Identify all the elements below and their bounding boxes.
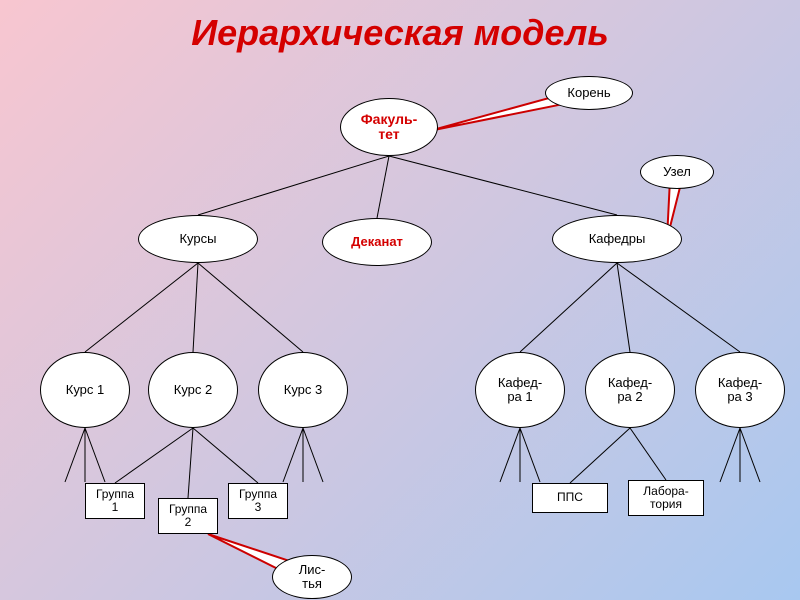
node-label-g1: Группа 1 <box>92 486 138 516</box>
node-g2: Группа 2 <box>158 498 218 534</box>
node-label-g2: Группа 2 <box>165 501 211 531</box>
node-label-g3: Группа 3 <box>235 486 281 516</box>
node-label-kaf: Кафедры <box>585 230 650 248</box>
node-label-list: Лис- тья <box>295 561 330 594</box>
node-label-pps: ППС <box>553 489 587 506</box>
node-label-k2: Курс 2 <box>170 381 217 399</box>
node-label-kf1: Кафед- ра 1 <box>494 374 546 407</box>
node-k1: Курс 1 <box>40 352 130 428</box>
node-uzel: Узел <box>640 155 714 189</box>
node-label-korn: Корень <box>563 84 614 102</box>
node-g1: Группа 1 <box>85 483 145 519</box>
node-dekan: Деканат <box>322 218 432 266</box>
node-k2: Курс 2 <box>148 352 238 428</box>
node-kf3: Кафед- ра 3 <box>695 352 785 428</box>
node-label-dekan: Деканат <box>347 233 407 251</box>
node-label-root: Факуль- тет <box>357 110 422 145</box>
node-list: Лис- тья <box>272 555 352 599</box>
node-kf1: Кафед- ра 1 <box>475 352 565 428</box>
diagram-canvas: Иерархическая модель Факуль- тет Корень Уз… <box>0 0 800 600</box>
node-pps: ППС <box>532 483 608 513</box>
node-root: Факуль- тет <box>340 98 438 156</box>
node-kf2: Кафед- ра 2 <box>585 352 675 428</box>
node-kaf: Кафедры <box>552 215 682 263</box>
node-lab: Лабора- тория <box>628 480 704 516</box>
node-label-kf3: Кафед- ра 3 <box>714 374 766 407</box>
node-korn: Корень <box>545 76 633 110</box>
node-kursy: Курсы <box>138 215 258 263</box>
node-k3: Курс 3 <box>258 352 348 428</box>
node-label-lab: Лабора- тория <box>639 483 692 513</box>
page-title: Иерархическая модель <box>100 12 700 54</box>
node-label-kf2: Кафед- ра 2 <box>604 374 656 407</box>
node-g3: Группа 3 <box>228 483 288 519</box>
node-label-uzel: Узел <box>659 163 695 181</box>
node-label-k3: Курс 3 <box>280 381 327 399</box>
node-label-k1: Курс 1 <box>62 381 109 399</box>
node-label-kursy: Курсы <box>175 230 220 248</box>
